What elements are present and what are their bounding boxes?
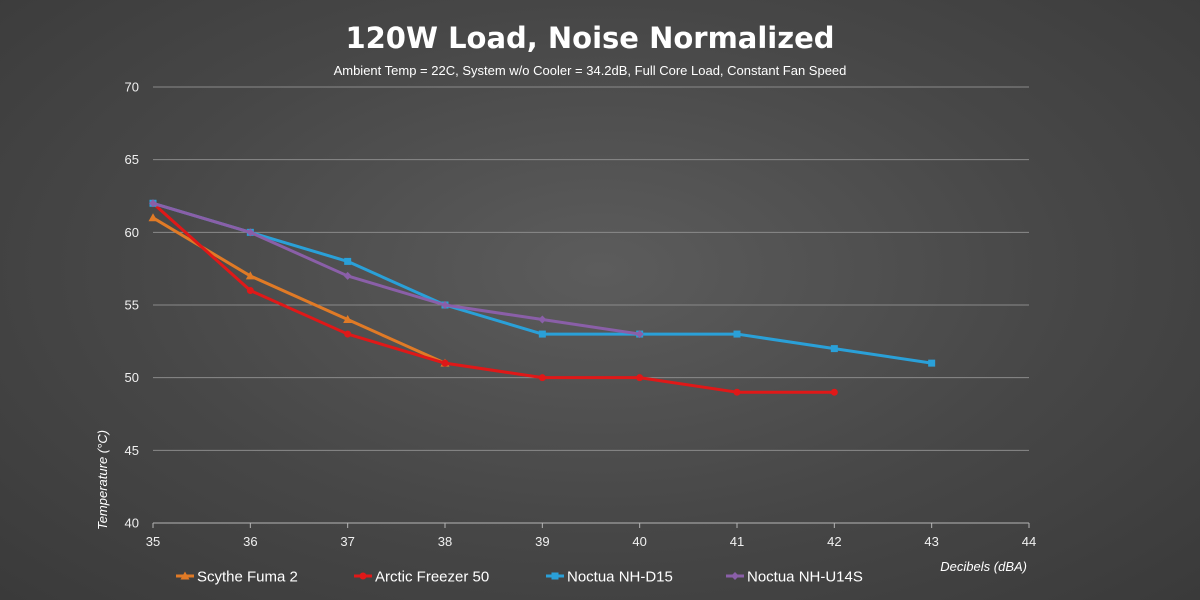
y-tick-label: 45 <box>125 443 139 458</box>
x-tick-label: 35 <box>146 534 160 549</box>
y-tick-label: 70 <box>125 80 139 95</box>
x-tick-label: 40 <box>632 534 646 549</box>
legend-marker <box>551 572 559 580</box>
x-tick-label: 36 <box>243 534 257 549</box>
legend-item: Arctic Freezer 50 <box>354 569 489 586</box>
data-point <box>538 315 547 324</box>
x-tick-label: 37 <box>340 534 354 549</box>
chart-subtitle: Ambient Temp = 22C, System w/o Cooler = … <box>334 63 847 78</box>
data-point <box>538 330 546 338</box>
x-tick-label: 38 <box>438 534 452 549</box>
x-tick-label: 41 <box>730 534 744 549</box>
series-noctua-nh-u14s <box>149 199 644 339</box>
series-scythe-fuma-2 <box>148 213 450 367</box>
data-point <box>149 199 157 208</box>
legend-label: Noctua NH-U14S <box>747 569 863 586</box>
x-tick-label: 44 <box>1022 534 1036 549</box>
legend-marker <box>359 572 367 580</box>
data-point <box>928 359 936 367</box>
legend: Scythe Fuma 2 Arctic Freezer 50 Noctua NH-… <box>176 569 863 586</box>
chart-title: 120W Load, Noise Normalized <box>345 21 834 55</box>
legend-label: Arctic Freezer 50 <box>375 569 489 586</box>
data-point <box>733 330 741 338</box>
gridlines <box>153 86 1029 451</box>
data-point <box>148 213 158 222</box>
x-axis-title: Decibels (dBA) <box>940 559 1027 574</box>
data-point <box>343 315 353 324</box>
data-point <box>635 330 644 339</box>
data-point <box>830 388 838 396</box>
series-line <box>151 201 836 394</box>
data-point <box>344 330 352 338</box>
legend-marker <box>180 571 190 580</box>
legend-item: Noctua NH-D15 <box>546 569 673 586</box>
data-point <box>636 374 644 382</box>
legend-marker <box>731 572 739 580</box>
data-point <box>441 359 449 367</box>
axes: 40 45 50 55 60 65 70 35 36 37 38 39 40 41 42 43 44 <box>125 80 1037 550</box>
data-point <box>245 271 255 280</box>
legend-item: Noctua NH-U14S <box>726 569 863 586</box>
legend-label: Scythe Fuma 2 <box>197 569 298 586</box>
x-tick-label: 42 <box>827 534 841 549</box>
data-point <box>246 228 255 237</box>
y-axis-title: Temperature (°C) <box>95 430 110 530</box>
y-tick-label: 50 <box>125 370 139 385</box>
data-point <box>733 388 741 396</box>
y-tick-label: 60 <box>125 225 139 240</box>
x-tick-label: 43 <box>924 534 938 549</box>
data-point <box>343 271 352 280</box>
series-line <box>151 201 642 336</box>
data-point <box>246 286 254 294</box>
data-point <box>538 374 546 382</box>
y-tick-label: 55 <box>125 298 139 313</box>
series-group <box>148 199 936 396</box>
data-point <box>344 257 352 265</box>
legend-label: Noctua NH-D15 <box>567 569 673 586</box>
y-tick-label: 65 <box>125 152 139 167</box>
legend-item: Scythe Fuma 2 <box>176 569 298 586</box>
data-point <box>830 345 838 353</box>
y-tick-label: 40 <box>125 516 139 531</box>
x-tick-label: 39 <box>535 534 549 549</box>
data-point <box>441 301 449 309</box>
